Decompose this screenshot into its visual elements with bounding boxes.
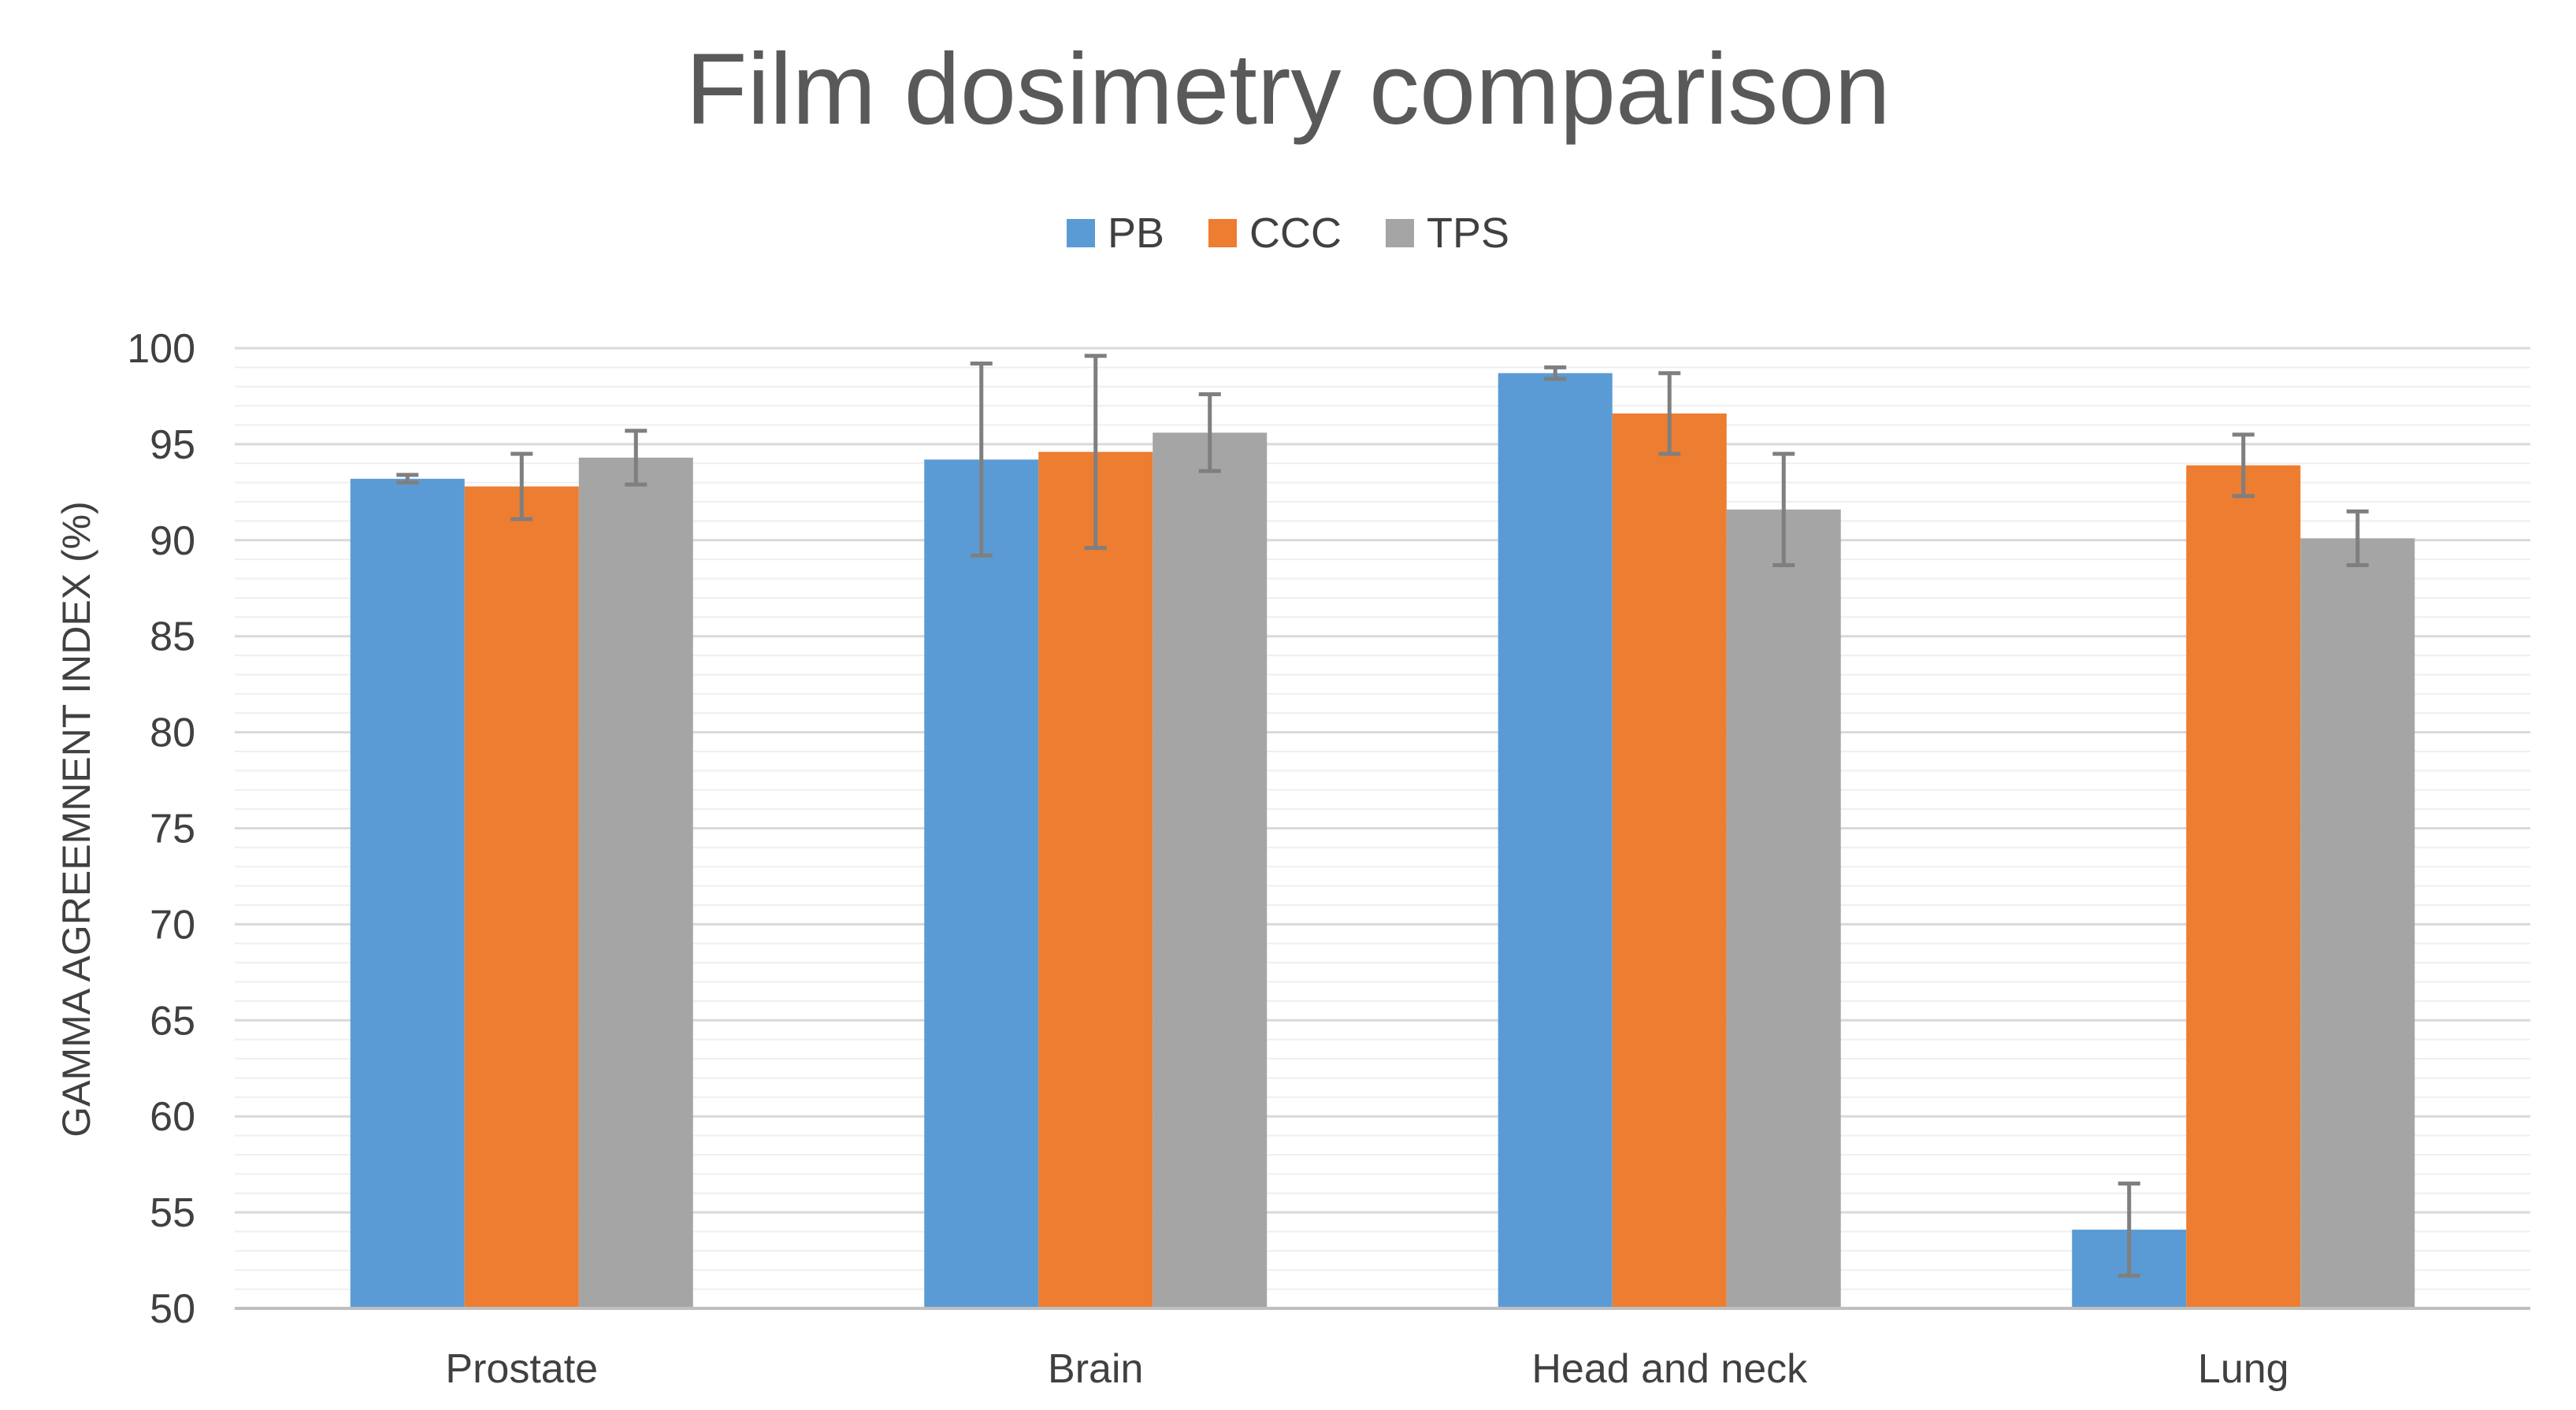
bar-tps-prostate xyxy=(578,457,693,1308)
chart-legend: PB CCC TPS xyxy=(0,209,2576,258)
bar-ccc-lung xyxy=(2186,465,2301,1308)
bar-ccc-prostate xyxy=(464,486,579,1308)
bar-tps-head-and-neck xyxy=(1726,509,1841,1308)
y-tick-label: 65 xyxy=(150,998,195,1044)
y-tick-label: 55 xyxy=(150,1190,195,1236)
legend-item-tps: TPS xyxy=(1386,209,1509,258)
y-tick-label: 60 xyxy=(150,1094,195,1140)
x-tick-label: Lung xyxy=(2198,1346,2289,1392)
y-tick-label: 100 xyxy=(127,326,195,372)
legend-item-pb: PB xyxy=(1066,209,1164,258)
legend-label-pb: PB xyxy=(1107,210,1164,257)
y-tick-label: 50 xyxy=(150,1286,195,1332)
x-tick-label: Brain xyxy=(1048,1346,1143,1392)
x-tick-label: Prostate xyxy=(445,1346,598,1392)
legend-swatch-ccc xyxy=(1208,219,1237,247)
bar-pb-prostate xyxy=(350,478,465,1309)
legend-swatch-tps xyxy=(1386,219,1414,247)
x-tick-label: Head and neck xyxy=(1531,1346,1808,1392)
bar-pb-head-and-neck xyxy=(1498,373,1613,1309)
legend-item-ccc: CCC xyxy=(1208,209,1342,258)
bar-ccc-brain xyxy=(1038,451,1153,1308)
y-tick-label: 95 xyxy=(150,422,195,468)
y-tick-label: 85 xyxy=(150,614,195,660)
y-tick-label: 80 xyxy=(150,711,195,756)
bar-pb-brain xyxy=(924,459,1039,1308)
bar-tps-brain xyxy=(1153,432,1268,1308)
y-tick-label: 90 xyxy=(150,518,195,564)
y-tick-label: 75 xyxy=(150,807,195,852)
legend-label-ccc: CCC xyxy=(1249,210,1342,257)
legend-label-tps: TPS xyxy=(1427,210,1510,257)
bar-tps-lung xyxy=(2300,538,2415,1308)
y-tick-label: 70 xyxy=(150,902,195,948)
legend-swatch-pb xyxy=(1066,219,1095,247)
chart-title: Film dosimetry comparison xyxy=(685,33,1891,146)
bar-ccc-head-and-neck xyxy=(1612,413,1727,1308)
